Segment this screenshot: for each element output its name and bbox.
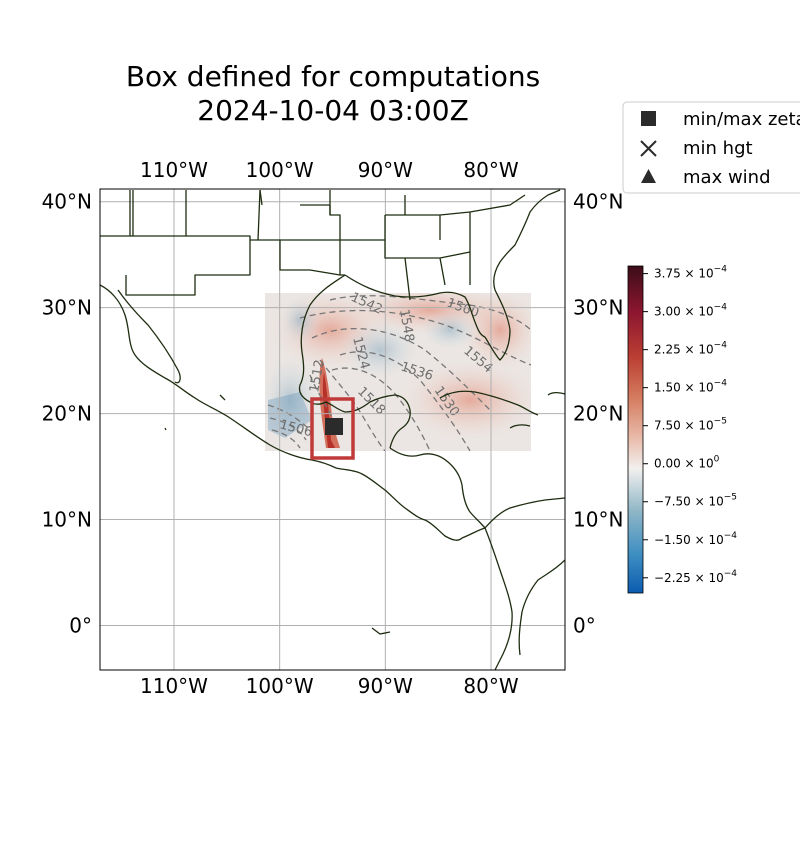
colorbar-tick-label: 1.50 × 10−4 (654, 379, 727, 395)
right-lat-tick-label: 20°N (573, 402, 623, 426)
colorbar: 3.75 × 10−4 3.00 × 10−4 2.25 × 10−4 1.50 × … (627, 265, 737, 594)
left-lat-tick-label: 20°N (42, 402, 92, 426)
height-contours (267, 295, 531, 451)
bottom-lon-tick-label: 80°W (463, 674, 518, 698)
colorbar-tick-label: −2.25 × 10−4 (654, 569, 737, 585)
legend-triangle-icon (641, 169, 656, 183)
plot-title-line2: 2024-10-04 03:00Z (197, 94, 469, 127)
plot-title-line1: Box defined for computations (126, 60, 540, 93)
colorbar-tick-label: 3.75 × 10−4 (654, 265, 727, 281)
map-frame (99, 188, 566, 671)
legend-x-icon (640, 140, 657, 157)
bottom-lon-tick-label: 110°W (140, 674, 208, 698)
left-lat-tick-label: 10°N (42, 508, 92, 532)
axis-tick-labels: 110°W 110°W 100°W 100°W 90°W 90°W 80°W 80°W 40°N… (42, 158, 624, 698)
legend-box (622, 101, 800, 194)
legend-label-zeta: min/max zeta (683, 109, 800, 130)
right-lat-tick-label: 0° (573, 614, 596, 638)
coastlines (100, 189, 565, 670)
colorbar-tick-label: 3.00 × 10−4 (654, 303, 727, 319)
contour-label: 1512 (307, 358, 328, 393)
legend-label-wind: max wind (683, 167, 771, 188)
top-lon-tick-label: 90°W (358, 158, 413, 182)
right-lat-tick-label: 30°N (573, 296, 623, 320)
gridlines (100, 189, 565, 670)
vorticity-field (265, 293, 531, 451)
colorbar-ticks: 3.75 × 10−4 3.00 × 10−4 2.25 × 10−4 1.50 × … (643, 265, 737, 585)
bottom-lon-tick-label: 100°W (246, 674, 314, 698)
computation-box (310, 397, 355, 460)
min-max-zeta-marker (325, 418, 343, 435)
legend-label-hgt: min hgt (683, 138, 753, 159)
right-lat-tick-label: 10°N (573, 508, 623, 532)
bottom-lon-tick-label: 90°W (358, 674, 413, 698)
top-lon-tick-label: 100°W (246, 158, 314, 182)
left-lat-tick-label: 0° (69, 614, 92, 638)
colorbar-scale (627, 265, 644, 594)
left-lat-tick-label: 40°N (42, 190, 92, 214)
colorbar-tick-label: 7.50 × 10−5 (654, 417, 727, 433)
right-lat-tick-label: 40°N (573, 190, 623, 214)
colorbar-tick-label: 2.25 × 10−4 (654, 341, 727, 357)
contour-label: 1548 (396, 308, 417, 343)
colorbar-tick-label: −1.50 × 10−4 (654, 531, 737, 547)
colorbar-tick-label: 0.00 × 100 (654, 455, 720, 471)
top-lon-tick-label: 110°W (140, 158, 208, 182)
legend-square-icon (641, 111, 656, 126)
legend: min/max zeta min hgt max wind (622, 101, 800, 194)
left-lat-tick-label: 30°N (42, 296, 92, 320)
top-lon-tick-label: 80°W (463, 158, 518, 182)
map-axes: 1542 1548 1560 1524 1536 1554 1512 1518 … (42, 158, 624, 698)
colorbar-tick-label: −7.50 × 10−5 (654, 493, 737, 509)
